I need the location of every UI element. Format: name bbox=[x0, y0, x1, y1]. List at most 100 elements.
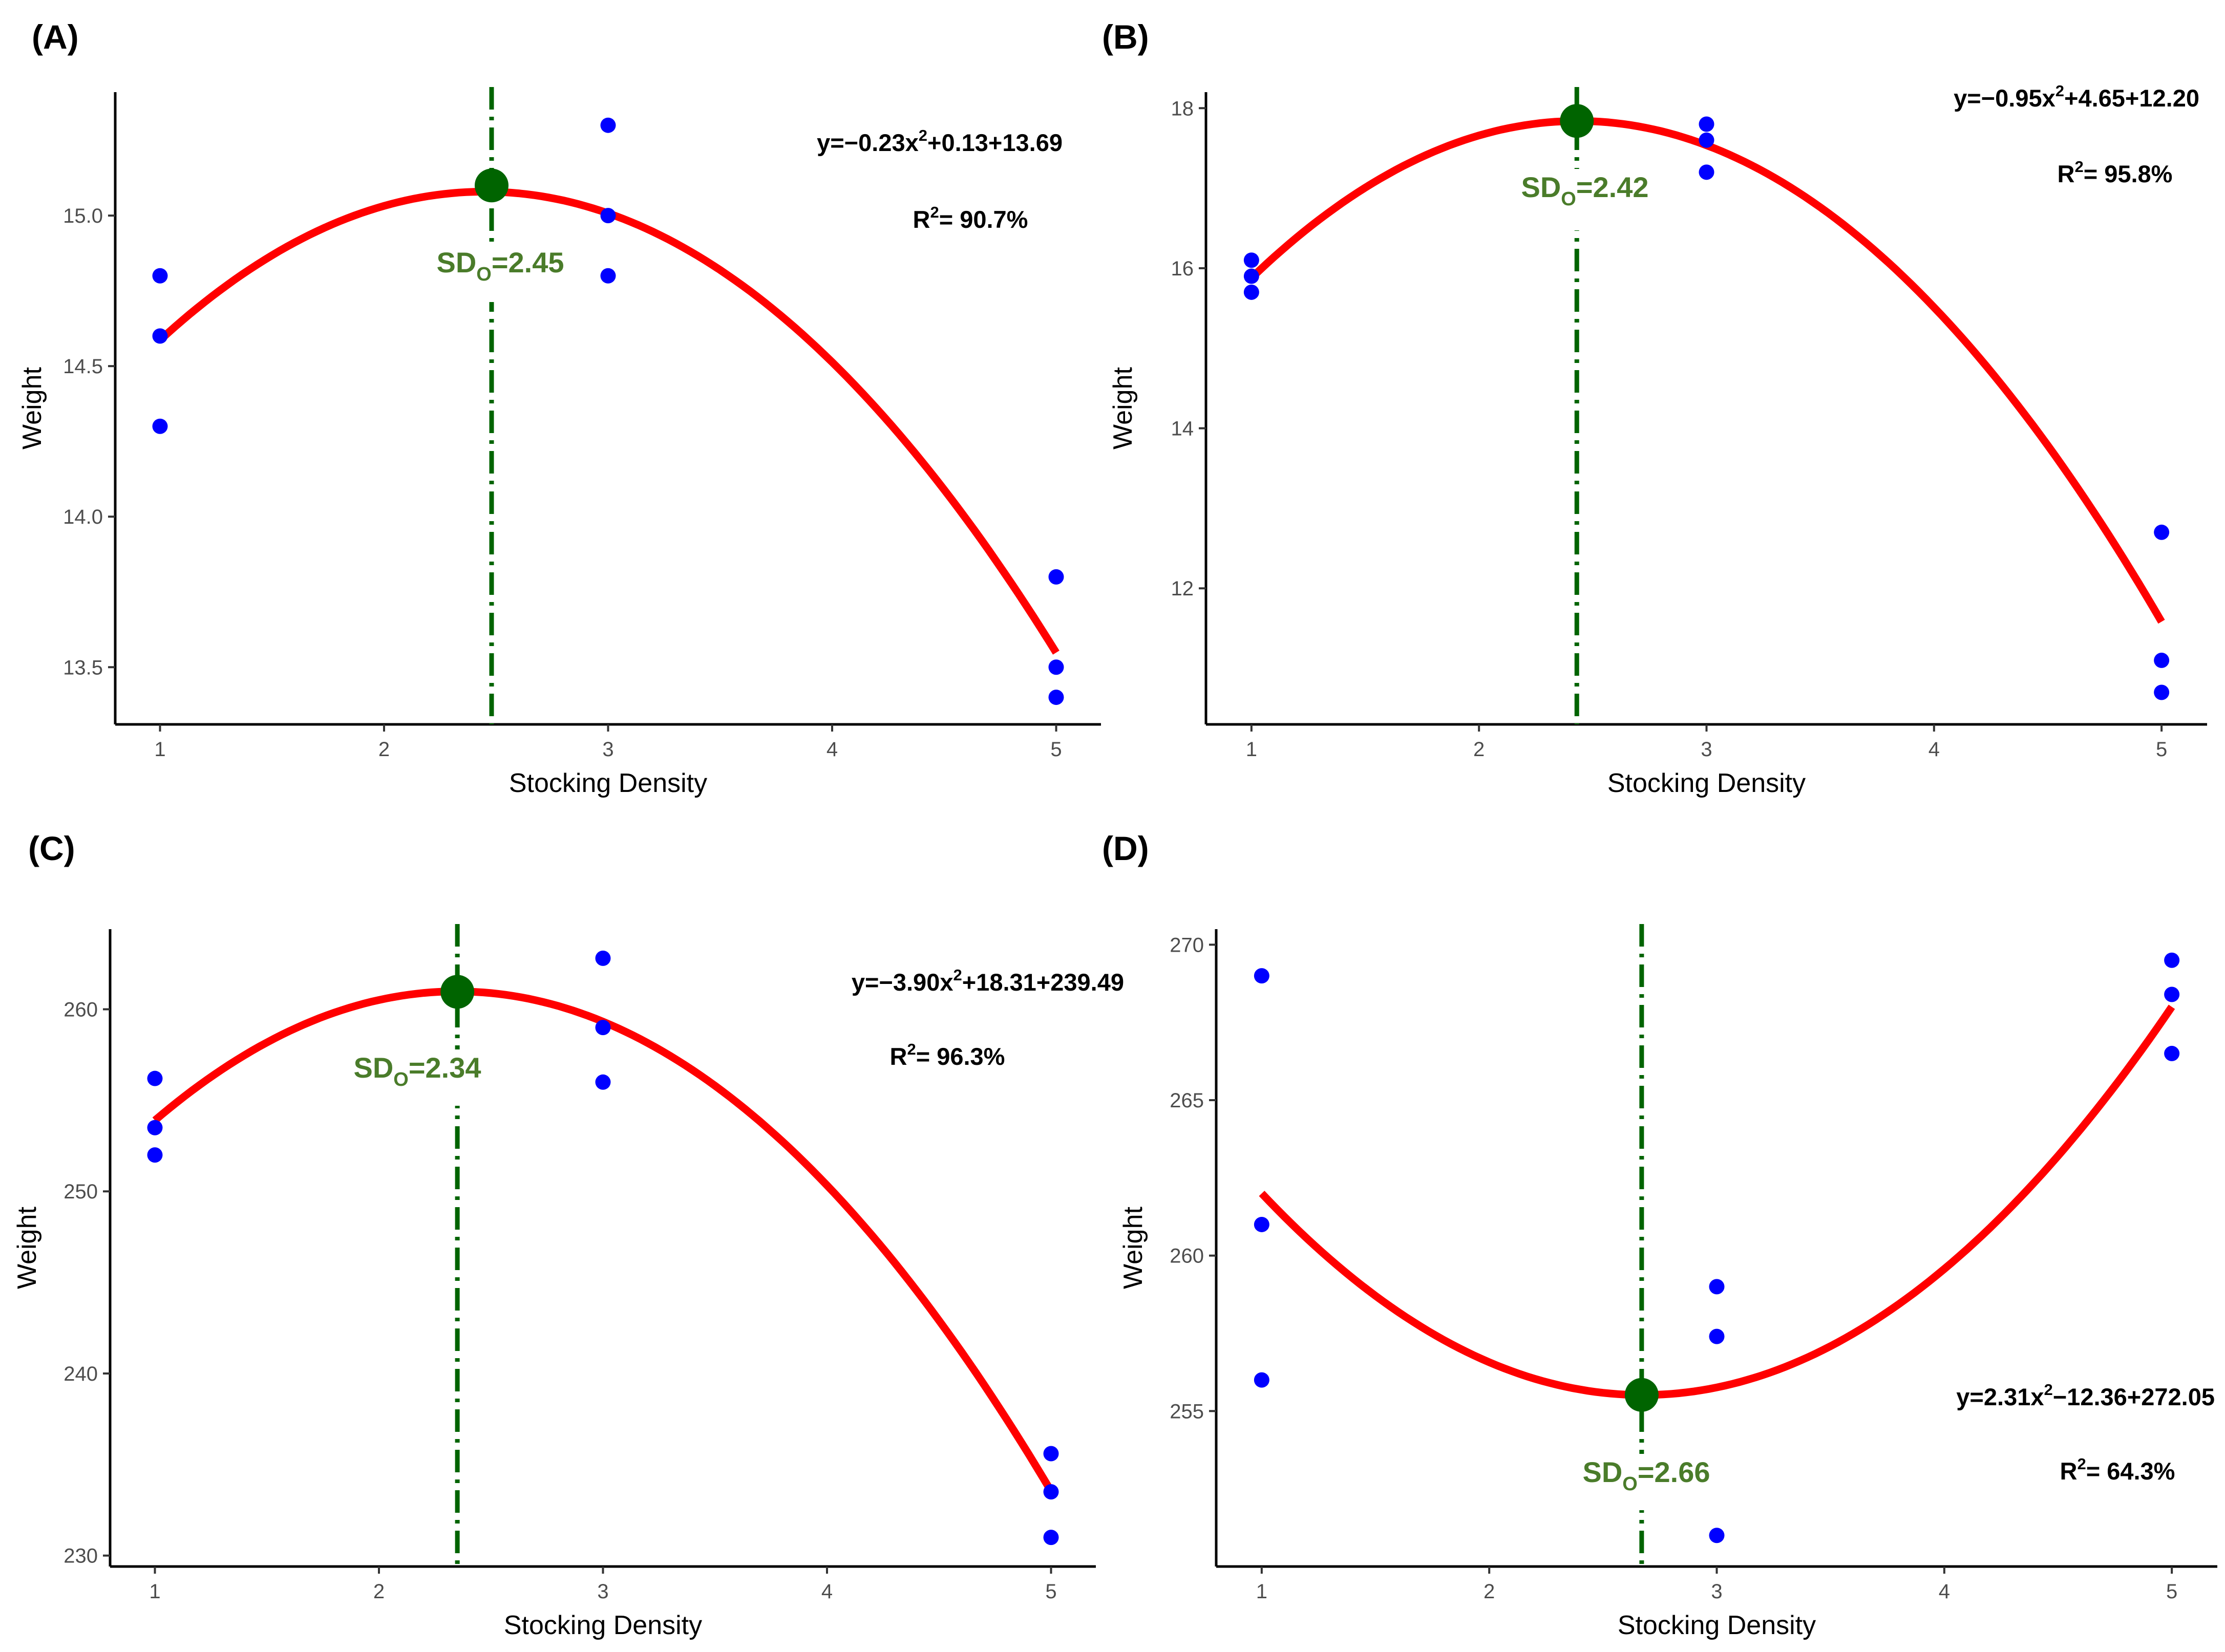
data-point bbox=[600, 117, 616, 133]
fit-equation-part: −12.36+272.05 bbox=[2053, 1383, 2215, 1410]
r-squared-exponent: 2 bbox=[2077, 1455, 2086, 1473]
r-squared-value: = 96.3% bbox=[916, 1043, 1005, 1070]
data-point bbox=[1709, 1279, 1725, 1295]
x-axis-title: Stocking Density bbox=[504, 1611, 702, 1640]
x-tick-label: 4 bbox=[1939, 1580, 1950, 1603]
y-tick-label: 265 bbox=[1170, 1089, 1204, 1112]
r-squared-label: R2= 64.3% bbox=[2060, 1455, 2175, 1485]
chart-panel-c: (C) 1 2 3 4 5 230 240 250 260 Stocking Density Weig… bbox=[12, 829, 1124, 1640]
data-point bbox=[2164, 986, 2180, 1002]
y-tick-label: 12 bbox=[1171, 577, 1194, 600]
data-point bbox=[1048, 690, 1064, 705]
data-point bbox=[1254, 1372, 1269, 1388]
x-tick-label: 1 bbox=[154, 738, 165, 761]
data-point bbox=[1048, 569, 1064, 585]
x-tick-label: 5 bbox=[2156, 738, 2167, 761]
fit-curve bbox=[1248, 117, 2165, 624]
y-tick-label: 270 bbox=[1170, 934, 1204, 956]
x-tick-label: 4 bbox=[827, 738, 838, 761]
optimum-label-background bbox=[420, 246, 589, 302]
data-point bbox=[595, 1074, 611, 1090]
x-tick-label: 5 bbox=[2166, 1580, 2177, 1603]
data-point bbox=[152, 268, 168, 284]
y-tick-label: 13.5 bbox=[63, 656, 103, 679]
data-point bbox=[595, 1020, 611, 1036]
r-squared-exponent: 2 bbox=[2074, 158, 2083, 176]
data-point bbox=[1243, 284, 1259, 300]
data-point bbox=[2164, 1045, 2180, 1061]
panel-letter: (A) bbox=[32, 18, 79, 56]
x-tick-label: 3 bbox=[597, 1580, 608, 1603]
optimum-label-background bbox=[1498, 169, 1669, 230]
optimum-point bbox=[1560, 104, 1594, 138]
x-tick-label: 5 bbox=[1050, 738, 1062, 761]
x-tick-label: 5 bbox=[1045, 1580, 1056, 1603]
fit-curve bbox=[157, 187, 1059, 655]
optimum-label: SDO=2.42 bbox=[1521, 171, 1648, 210]
x-tick-label: 3 bbox=[1711, 1580, 1722, 1603]
x-tick-label: 2 bbox=[378, 738, 390, 761]
x-tick-label: 3 bbox=[1701, 738, 1712, 761]
data-point bbox=[1048, 659, 1064, 675]
optimum-label-value: =2.34 bbox=[409, 1052, 481, 1084]
data-point bbox=[1243, 268, 1259, 284]
r-squared-symbol: R bbox=[2060, 1457, 2078, 1485]
optimum-label-prefix: SD bbox=[436, 246, 476, 278]
r-squared-label: R2= 96.3% bbox=[890, 1040, 1005, 1070]
r-squared-exponent: 2 bbox=[907, 1040, 916, 1058]
y-axis-title: Weight bbox=[1108, 367, 1138, 449]
fit-equation-part: +18.31+239.49 bbox=[962, 969, 1124, 996]
panel-letter: (D) bbox=[1102, 829, 1149, 867]
data-point bbox=[2164, 952, 2180, 968]
data-point bbox=[1699, 164, 1714, 180]
fit-equation-exponent: 2 bbox=[2044, 1381, 2052, 1399]
optimum-label-subscript: O bbox=[1561, 188, 1576, 210]
data-point bbox=[1709, 1528, 1725, 1543]
r-squared-value: = 95.8% bbox=[2084, 160, 2173, 187]
y-axis-title: Weight bbox=[12, 1207, 42, 1289]
y-tick-label: 230 bbox=[63, 1545, 98, 1568]
panel-letter: (B) bbox=[1102, 18, 1149, 56]
data-point bbox=[147, 1120, 163, 1135]
r-squared-label: R2= 90.7% bbox=[913, 203, 1028, 233]
optimum-label-subscript: O bbox=[476, 264, 492, 285]
data-point bbox=[1699, 132, 1714, 148]
fit-equation: y=−0.95x2+4.65+12.20 bbox=[1954, 82, 2199, 112]
data-point bbox=[1243, 252, 1259, 268]
data-point bbox=[2154, 524, 2170, 540]
data-point bbox=[600, 208, 616, 224]
fit-equation: y=−3.90x2+18.31+239.49 bbox=[852, 966, 1124, 996]
fit-equation: y=−0.23x2+0.13+13.69 bbox=[817, 126, 1063, 156]
optimum-label-subscript: O bbox=[1622, 1473, 1638, 1495]
optimum-point bbox=[440, 975, 475, 1009]
fit-equation-exponent: 2 bbox=[2056, 82, 2064, 100]
optimum-label-value: =2.42 bbox=[1576, 171, 1649, 203]
data-point bbox=[152, 328, 168, 344]
x-axis-title: Stocking Density bbox=[1607, 768, 1806, 798]
x-tick-label: 4 bbox=[1929, 738, 1940, 761]
y-tick-label: 260 bbox=[63, 999, 98, 1021]
x-tick-label: 2 bbox=[373, 1580, 385, 1603]
y-tick-label: 260 bbox=[1170, 1245, 1204, 1268]
optimum-point bbox=[475, 168, 508, 203]
chart-panel-a: (A) 1 2 3 4 5 13.5 14.0 14.5 15.0 Stocking Density… bbox=[17, 18, 1101, 798]
fit-equation-exponent: 2 bbox=[919, 126, 927, 144]
r-squared-label: R2= 95.8% bbox=[2058, 158, 2173, 187]
x-tick-label: 1 bbox=[149, 1580, 160, 1603]
x-tick-label: 3 bbox=[602, 738, 613, 761]
r-squared-exponent: 2 bbox=[930, 203, 939, 221]
r-squared-symbol: R bbox=[913, 206, 930, 233]
y-tick-label: 255 bbox=[1170, 1400, 1204, 1423]
data-point bbox=[2154, 652, 2170, 668]
y-tick-label: 250 bbox=[63, 1181, 98, 1203]
optimum-label-value: =2.45 bbox=[492, 246, 564, 278]
fit-equation-part: y=−0.23x bbox=[817, 129, 919, 156]
fit-equation-part: y=−3.90x bbox=[852, 969, 953, 996]
optimum-label: SDO=2.66 bbox=[1582, 1456, 1710, 1495]
data-point bbox=[152, 418, 168, 434]
optimum-label-prefix: SD bbox=[1521, 171, 1561, 203]
data-point bbox=[1709, 1328, 1725, 1344]
fit-equation: y=2.31x2−12.36+272.05 bbox=[1956, 1381, 2215, 1410]
